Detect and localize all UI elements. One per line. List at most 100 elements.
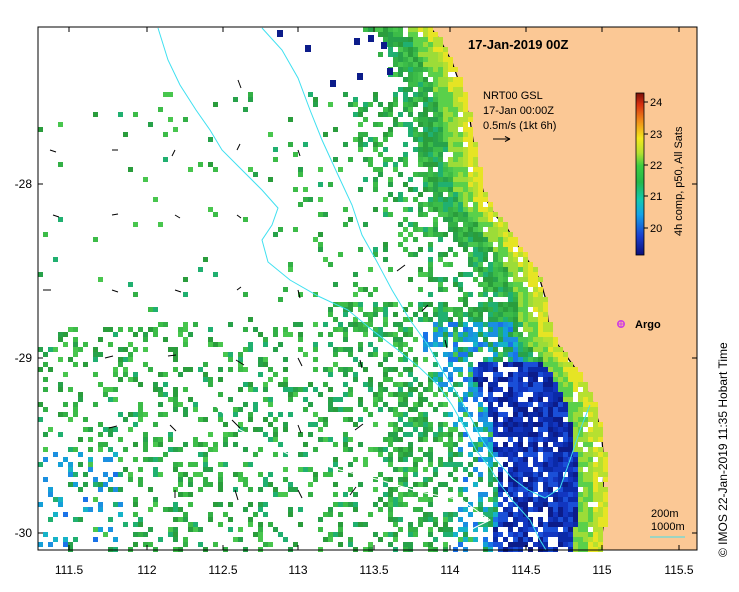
sst-pixel xyxy=(448,532,453,537)
sst-pixel xyxy=(178,492,183,497)
sst-pixel xyxy=(363,102,368,107)
sst-pixel xyxy=(518,312,523,317)
argo-marker xyxy=(616,319,625,328)
sst-pixel xyxy=(463,117,468,122)
sst-pixel xyxy=(138,522,143,527)
sst-pixel xyxy=(533,302,538,307)
sst-pixel xyxy=(428,197,433,202)
sst-pixel xyxy=(348,417,353,422)
sst-pixel xyxy=(453,107,458,112)
sst-pixel xyxy=(253,427,258,432)
sst-pixel xyxy=(593,477,598,482)
sst-pixel xyxy=(468,412,473,417)
sst-pixel xyxy=(263,382,268,387)
sst-pixel xyxy=(338,522,343,527)
sst-pixel xyxy=(448,372,453,377)
sst-pixel xyxy=(478,412,483,417)
sst-pixel xyxy=(103,392,108,397)
sst-pixel xyxy=(563,462,568,467)
sst-pixel xyxy=(568,532,573,537)
sst-pixel xyxy=(473,222,478,227)
sst-pixel xyxy=(543,452,548,457)
sst-pixel xyxy=(393,312,398,317)
sst-pixel xyxy=(463,147,468,152)
sst-pixel xyxy=(43,457,48,462)
sst-pixel xyxy=(573,427,578,432)
sst-pixel xyxy=(538,392,543,397)
sst-pixel xyxy=(588,452,593,457)
sst-pixel xyxy=(598,542,603,547)
sst-pixel xyxy=(298,507,303,512)
y-tick-label: -28 xyxy=(15,177,33,191)
sst-pixel xyxy=(568,522,573,527)
sst-pixel xyxy=(433,217,438,222)
sst-pixel xyxy=(288,332,293,337)
sst-pixel xyxy=(438,167,443,172)
sst-pixel xyxy=(563,522,568,527)
sst-pixel xyxy=(513,462,518,467)
sst-pixel xyxy=(573,522,578,527)
sst-pixel xyxy=(453,467,458,472)
sst-pixel xyxy=(473,257,478,262)
sst-pixel xyxy=(438,97,443,102)
sst-pixel xyxy=(458,227,463,232)
sst-pixel xyxy=(458,367,463,372)
sst-pixel xyxy=(403,107,408,112)
sst-pixel xyxy=(488,522,493,527)
sst-pixel xyxy=(533,442,538,447)
sst-pixel xyxy=(403,392,408,397)
sst-pixel xyxy=(43,232,48,237)
sst-pixel xyxy=(218,342,223,347)
sst-pixel xyxy=(493,252,498,257)
sst-pixel xyxy=(493,422,498,427)
sst-pixel xyxy=(483,492,488,497)
sst-pixel xyxy=(523,352,528,357)
sst-pixel xyxy=(328,402,333,407)
sst-pixel xyxy=(188,527,193,532)
sst-pixel xyxy=(403,77,408,82)
sst-pixel xyxy=(363,177,368,182)
sst-pixel xyxy=(408,367,413,372)
sst-pixel xyxy=(448,462,453,467)
sst-pixel xyxy=(168,117,173,122)
sst-pixel xyxy=(543,422,548,427)
sst-pixel xyxy=(318,392,323,397)
sst-pixel xyxy=(428,527,433,532)
sst-pixel xyxy=(383,377,388,382)
sst-pixel xyxy=(128,477,133,482)
sst-pixel xyxy=(123,347,128,352)
sst-pixel xyxy=(508,337,513,342)
current-vector xyxy=(349,486,357,496)
sst-pixel xyxy=(453,82,458,87)
sst-pixel xyxy=(463,107,468,112)
sst-pixel xyxy=(403,342,408,347)
sst-pixel xyxy=(463,422,468,427)
sst-pixel xyxy=(513,342,518,347)
sst-pixel xyxy=(443,102,448,107)
sst-pixel xyxy=(418,147,423,152)
sst-pixel xyxy=(423,137,428,142)
sst-pixel xyxy=(548,347,553,352)
sst-pixel xyxy=(468,197,473,202)
sst-pixel xyxy=(173,127,178,132)
sst-pixel xyxy=(518,267,523,272)
sst-pixel xyxy=(118,437,123,442)
sst-pixel xyxy=(463,237,468,242)
sst-pixel xyxy=(188,477,193,482)
sst-pixel xyxy=(318,197,323,202)
sst-pixel xyxy=(193,402,198,407)
sst-pixel xyxy=(463,102,468,107)
sst-pixel xyxy=(518,407,523,412)
sst-pixel xyxy=(508,477,513,482)
sst-pixel xyxy=(393,447,398,452)
sst-pixel xyxy=(503,412,508,417)
sst-pixel xyxy=(543,337,548,342)
sst-pixel xyxy=(433,362,438,367)
sst-pixel xyxy=(508,392,513,397)
sst-pixel xyxy=(383,437,388,442)
sst-pixel xyxy=(423,212,428,217)
sst-pixel xyxy=(333,407,338,412)
sst-pixel xyxy=(448,57,453,62)
sst-pixel xyxy=(393,427,398,432)
sst-pixel xyxy=(418,112,423,117)
